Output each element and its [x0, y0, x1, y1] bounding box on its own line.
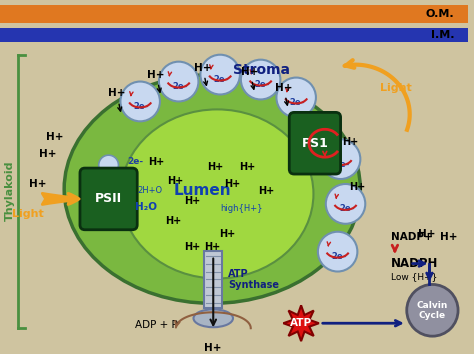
- Text: H+: H+: [184, 196, 201, 206]
- Circle shape: [120, 81, 160, 121]
- Circle shape: [241, 60, 281, 99]
- Text: H+: H+: [239, 162, 255, 172]
- Circle shape: [99, 155, 118, 175]
- Text: H+: H+: [224, 179, 240, 189]
- Bar: [204, 251, 222, 308]
- Circle shape: [201, 55, 240, 95]
- Text: H+: H+: [148, 157, 164, 167]
- Text: 2e-: 2e-: [331, 252, 346, 261]
- Text: H+: H+: [342, 137, 359, 147]
- Text: H₂O: H₂O: [135, 202, 157, 212]
- Text: PSII: PSII: [95, 193, 122, 205]
- Text: 2e-: 2e-: [213, 75, 229, 84]
- FancyBboxPatch shape: [80, 168, 137, 230]
- Text: H+: H+: [184, 242, 201, 252]
- Text: Stroma: Stroma: [233, 63, 290, 76]
- Text: 2e-: 2e-: [127, 156, 143, 166]
- Text: Light: Light: [12, 209, 44, 219]
- Text: H+: H+: [219, 229, 235, 239]
- Text: PS1: PS1: [301, 137, 328, 150]
- Text: H+: H+: [204, 242, 220, 252]
- Text: H+: H+: [418, 229, 435, 239]
- Text: H+: H+: [207, 162, 223, 172]
- Circle shape: [318, 232, 357, 272]
- Text: H+: H+: [147, 70, 165, 80]
- Circle shape: [407, 285, 458, 336]
- Text: 2e-: 2e-: [134, 102, 149, 111]
- Text: H+: H+: [39, 149, 56, 159]
- Text: Light: Light: [380, 82, 412, 92]
- Text: O.M.: O.M.: [426, 9, 454, 19]
- Text: 2H+O: 2H+O: [137, 187, 163, 195]
- Ellipse shape: [64, 75, 360, 303]
- Text: NADP+  H+: NADP+ H+: [391, 232, 457, 242]
- Text: H+: H+: [164, 216, 181, 226]
- FancyBboxPatch shape: [289, 112, 341, 174]
- Text: H+: H+: [108, 88, 125, 98]
- Text: H+: H+: [241, 67, 258, 76]
- Bar: [0, 28, 468, 42]
- Text: H+: H+: [274, 82, 292, 92]
- Ellipse shape: [121, 109, 313, 279]
- Text: H+: H+: [194, 63, 211, 73]
- Ellipse shape: [193, 309, 233, 327]
- Text: 2e-: 2e-: [254, 80, 269, 89]
- Text: H+: H+: [258, 186, 274, 196]
- Text: NADPH: NADPH: [391, 257, 438, 270]
- Text: 2e-: 2e-: [290, 98, 305, 107]
- Polygon shape: [283, 306, 319, 341]
- Text: ATP: ATP: [290, 318, 312, 328]
- Bar: [0, 5, 468, 23]
- Text: ADP + P: ADP + P: [135, 320, 177, 330]
- Text: Low {H+}: Low {H+}: [391, 272, 438, 281]
- Circle shape: [159, 62, 199, 102]
- Text: H+: H+: [46, 132, 63, 142]
- Text: ATP
Synthase: ATP Synthase: [228, 269, 279, 290]
- Text: H+: H+: [29, 179, 46, 189]
- Text: H+: H+: [204, 343, 222, 353]
- Text: Thylakoid: Thylakoid: [5, 161, 15, 221]
- Text: 2e-: 2e-: [334, 160, 349, 169]
- Text: H+: H+: [349, 182, 365, 192]
- Text: H+: H+: [168, 176, 184, 186]
- Text: high{H+}: high{H+}: [220, 204, 263, 213]
- Circle shape: [321, 139, 360, 179]
- Circle shape: [326, 184, 365, 224]
- Text: 2e-: 2e-: [339, 204, 354, 213]
- Text: Calvin
Cycle: Calvin Cycle: [417, 301, 448, 320]
- Text: I.M.: I.M.: [430, 30, 454, 40]
- Text: 2e-: 2e-: [172, 82, 187, 91]
- Text: Lumen: Lumen: [173, 183, 231, 199]
- Circle shape: [276, 78, 316, 118]
